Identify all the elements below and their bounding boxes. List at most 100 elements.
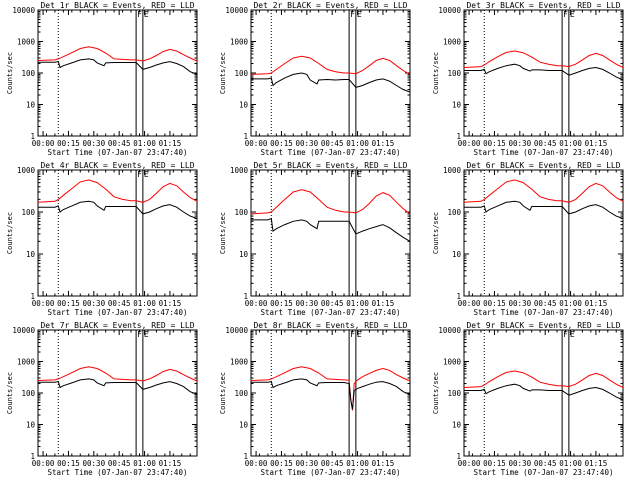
detector-panel: Det 6r BLACK = Events, RED = LLD 1 10 100 10… <box>432 161 624 317</box>
x-tick-label: 00:45 <box>108 139 131 148</box>
x-tick-label: 01:00 <box>133 139 156 148</box>
x-tick-label: 00:45 <box>321 459 344 468</box>
y-tick-label: 1000 <box>230 38 249 47</box>
x-tick-label: 00:30 <box>296 459 319 468</box>
plot-frame <box>250 329 411 457</box>
y-tick-label: 1 <box>30 452 35 461</box>
x-tick-label: 00:15 <box>483 139 506 148</box>
marker-annotation: E <box>357 170 362 179</box>
y-tick-label: 1 <box>456 132 461 141</box>
x-axis-label: Start Time (07-Jan-07 23:47:40) <box>474 308 614 317</box>
events-series-line <box>464 200 624 219</box>
detector-panel: Det 7r BLACK = Events, RED = LLD 1 10 100 10… <box>6 321 198 477</box>
x-tick-label: 01:00 <box>559 139 582 148</box>
y-tick-label: 1000 <box>230 166 249 175</box>
marker-annotation: E <box>570 10 575 19</box>
y-tick-label: 1000 <box>230 358 249 367</box>
events-series-line <box>38 58 198 75</box>
events-series-line <box>251 72 411 93</box>
marker-annotation: F <box>563 170 568 179</box>
x-tick-label: 00:15 <box>270 139 293 148</box>
y-tick-label: 1 <box>243 292 248 301</box>
y-axis-label: Counts/sec <box>6 212 14 254</box>
y-tick-label: 10000 <box>225 326 248 335</box>
x-tick-label: 00:15 <box>57 139 80 148</box>
x-tick-label: 00:15 <box>270 299 293 308</box>
panel-title: Det 3r BLACK = Events, RED = LLD <box>466 1 620 10</box>
x-axis-label: Start Time (07-Jan-07 23:47:40) <box>48 308 188 317</box>
y-axis-label: Counts/sec <box>432 372 440 414</box>
x-tick-label: 00:15 <box>57 459 80 468</box>
y-axis-label: Counts/sec <box>6 52 14 94</box>
events-series-line <box>38 378 198 395</box>
panel-title: Det 7r BLACK = Events, RED = LLD <box>40 321 194 330</box>
x-tick-label: 00:00 <box>458 299 481 308</box>
marker-annotation: E <box>357 10 362 19</box>
lld-series-line <box>37 366 198 382</box>
x-axis-label: Start Time (07-Jan-07 23:47:40) <box>474 148 614 157</box>
x-tick-label: 00:45 <box>534 139 557 148</box>
y-axis-label: Counts/sec <box>6 372 14 414</box>
x-axis-label: Start Time (07-Jan-07 23:47:40) <box>48 148 188 157</box>
marker-annotation: F <box>137 10 142 19</box>
x-tick-label: 00:15 <box>483 459 506 468</box>
x-tick-label: 01:00 <box>346 139 369 148</box>
y-tick-label: 10000 <box>438 326 461 335</box>
detector-panel: Det 3r BLACK = Events, RED = LLD 1 10 100 10… <box>432 1 624 157</box>
x-tick-label: 01:00 <box>133 459 156 468</box>
lld-series-line <box>37 46 198 62</box>
marker-annotation: F <box>137 170 142 179</box>
x-tick-label: 00:30 <box>296 299 319 308</box>
y-tick-label: 1 <box>30 132 35 141</box>
y-tick-label: 1 <box>30 292 35 301</box>
x-tick-label: 00:30 <box>83 299 106 308</box>
panel-title: Det 2r BLACK = Events, RED = LLD <box>253 1 407 10</box>
panel-title: Det 6r BLACK = Events, RED = LLD <box>466 161 620 170</box>
x-tick-label: 00:45 <box>321 139 344 148</box>
x-tick-label: 01:15 <box>585 139 608 148</box>
x-tick-label: 01:15 <box>159 299 182 308</box>
x-tick-label: 01:00 <box>346 299 369 308</box>
x-axis-label: Start Time (07-Jan-07 23:47:40) <box>261 308 401 317</box>
y-axis-label: Counts/sec <box>219 52 227 94</box>
plot-frame <box>463 169 624 297</box>
x-tick-label: 00:15 <box>57 299 80 308</box>
y-tick-label: 10 <box>452 421 462 430</box>
marker-annotation: F <box>137 330 142 339</box>
y-tick-label: 10 <box>26 421 36 430</box>
marker-annotation: F <box>563 330 568 339</box>
y-tick-label: 1000 <box>443 38 462 47</box>
y-tick-label: 10 <box>239 421 249 430</box>
events-series-line <box>251 217 411 242</box>
y-tick-label: 10000 <box>12 326 35 335</box>
y-axis-label: Counts/sec <box>219 212 227 254</box>
y-tick-label: 10 <box>452 101 462 110</box>
x-tick-label: 01:00 <box>346 459 369 468</box>
events-series-line <box>464 383 624 401</box>
y-tick-label: 10 <box>239 101 249 110</box>
lld-series-line <box>463 50 624 68</box>
plot-frame <box>250 169 411 297</box>
x-tick-label: 00:00 <box>245 139 268 148</box>
lld-series-line <box>463 370 624 388</box>
events-series-line <box>464 63 624 81</box>
y-tick-label: 100 <box>447 69 461 78</box>
marker-annotation: E <box>144 330 149 339</box>
plot-frame <box>37 329 198 457</box>
y-axis-label: Counts/sec <box>219 372 227 414</box>
marker-annotation: E <box>570 330 575 339</box>
y-tick-label: 100 <box>21 208 35 217</box>
y-tick-label: 1000 <box>17 166 36 175</box>
x-tick-label: 00:30 <box>296 139 319 148</box>
y-tick-label: 100 <box>234 69 248 78</box>
x-tick-label: 00:30 <box>509 299 532 308</box>
panel-title: Det 5r BLACK = Events, RED = LLD <box>253 161 407 170</box>
x-tick-label: 00:15 <box>270 459 293 468</box>
y-tick-label: 10 <box>26 101 36 110</box>
detector-panel: Det 2r BLACK = Events, RED = LLD 1 10 100 10… <box>219 1 411 157</box>
x-tick-label: 01:15 <box>159 139 182 148</box>
marker-annotation: E <box>144 170 149 179</box>
x-tick-label: 01:00 <box>559 459 582 468</box>
y-tick-label: 10000 <box>225 6 248 15</box>
